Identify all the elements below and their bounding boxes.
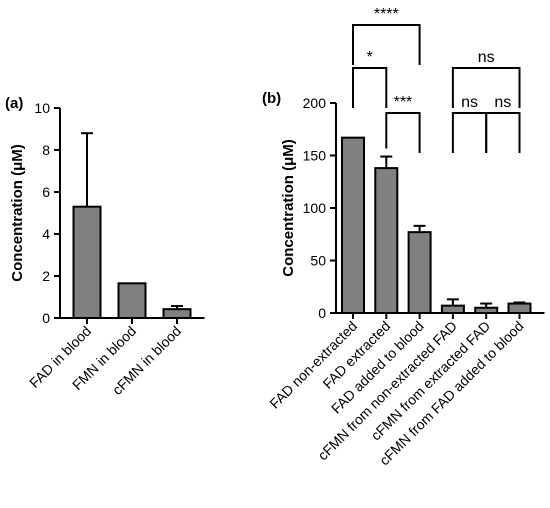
p2-y-tick-label: 100	[303, 200, 327, 216]
p2-significance-bracket	[451, 112, 488, 153]
p2-panel-label: (b)	[262, 90, 281, 107]
p2-bar	[474, 306, 499, 314]
p2-significance-label: ***	[394, 94, 413, 111]
p1-y-tick-label: 6	[42, 184, 50, 200]
p2-y-tick-label: 150	[303, 148, 327, 164]
p2-bar	[407, 231, 432, 314]
p2-bar	[341, 136, 365, 314]
p2-significance-label: ns	[461, 94, 478, 111]
p2-bar	[507, 302, 532, 314]
p1-y-tick-label: 4	[42, 226, 50, 242]
p1-y-axis-title: Concentration (μM)	[9, 144, 26, 282]
p2-significance-label: *	[367, 49, 373, 66]
p2-significance-label: ns	[494, 94, 511, 111]
p2-significance-bracket	[485, 112, 521, 153]
p2-y-tick-label: 200	[303, 95, 327, 111]
p1-bar	[117, 282, 147, 320]
p1-bar	[162, 308, 192, 319]
p2-significance-bracket	[352, 67, 388, 108]
p2-significance-bracket	[385, 112, 421, 153]
p2-y-tick-label: 50	[310, 253, 326, 269]
p2-bar	[374, 167, 399, 314]
p2-significance-bracket	[451, 67, 521, 108]
p2-y-axis-title: Concentration (μM)	[280, 139, 297, 277]
p1-panel-label: (a)	[5, 95, 23, 112]
p2-bar	[440, 304, 465, 314]
p1-y-tick-label: 8	[42, 142, 50, 158]
p2-y-tick-label: 0	[318, 305, 326, 321]
p1-y-tick-label: 0	[42, 310, 50, 326]
p1-y-tick-label: 10	[34, 100, 50, 116]
p1-bar	[72, 205, 102, 319]
p2-significance-label: ****	[374, 6, 399, 23]
p2-significance-label: ns	[478, 49, 495, 66]
p1-y-tick-label: 2	[42, 268, 50, 284]
p2-significance-bracket	[352, 24, 421, 65]
